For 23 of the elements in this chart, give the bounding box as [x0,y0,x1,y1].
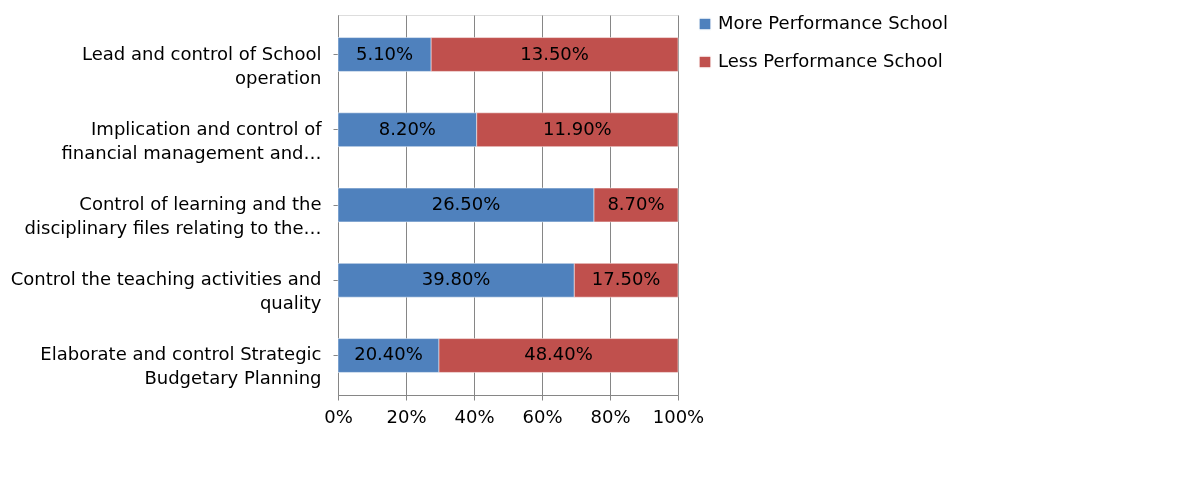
annotation: 8.70% [607,193,665,214]
annotation: 11.90% [543,117,612,139]
x-tick-label: 60% [522,405,563,427]
annotation: 17.50% [591,268,661,290]
x-tick-label: 0% [324,405,353,427]
annotation: 13.50% [520,42,589,64]
y-tick-label: Control of learning and the disciplinary files relating to the… [24,193,322,238]
annotation: 39.80% [421,268,491,290]
y-tick-label: Control the teaching activities and quality [10,268,322,314]
x-tick-label: 100% [652,405,705,427]
legend-label: More Performance School [718,12,948,33]
x-tick-label: 20% [386,405,427,427]
y-tick-label: Lead and control of School operation [82,42,322,88]
annotation: 48.40% [524,343,593,365]
legend-label: Less Performance School [718,50,943,71]
y-tick-label: Elaborate and control Strategic Budgetary Planning [40,343,322,389]
y-tick-label: Implication and control of financial management and… [61,117,323,163]
annotation: 5.10% [355,42,414,64]
x-tick-label: 40% [454,405,495,427]
annotation: 20.40% [354,343,423,365]
x-tick-label: 80% [590,405,631,427]
annotation: 8.20% [378,117,436,139]
annotation: 26.50% [431,193,501,214]
